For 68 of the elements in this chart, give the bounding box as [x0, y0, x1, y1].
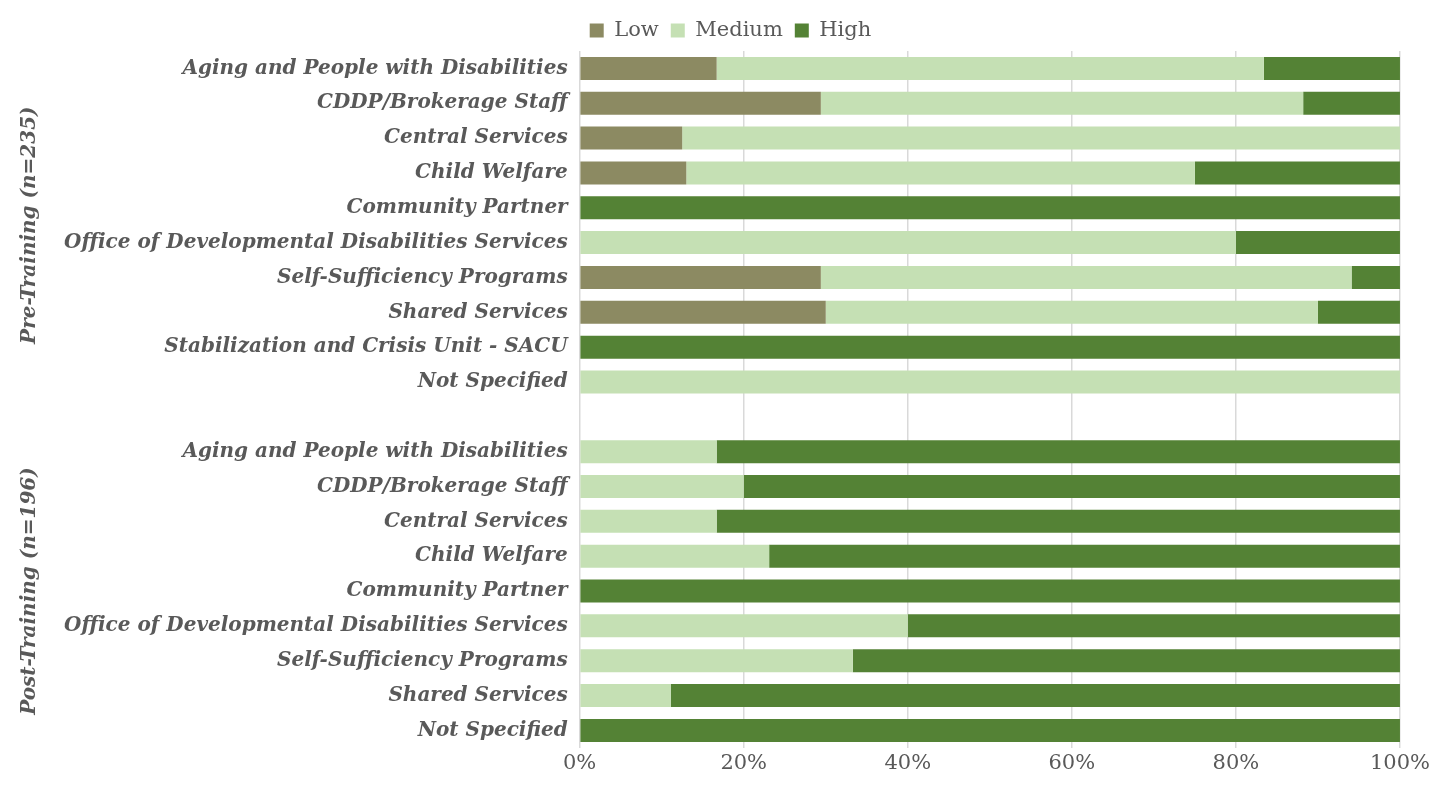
x-tick-label: 80% — [1212, 749, 1260, 774]
y-tick-label: Aging and People with Disabilities — [180, 437, 568, 462]
bar — [1303, 91, 1400, 115]
text: Post-Training (n=196) — [16, 467, 41, 716]
y-tick-label: CDDP/Brokerage Staff — [316, 472, 572, 497]
bar — [670, 684, 1400, 708]
bar — [716, 509, 1400, 533]
x-tick-label: 20% — [720, 749, 768, 774]
bar — [580, 335, 1400, 359]
bar — [580, 300, 826, 324]
y-tick-label: Stabilization and Crisis Unit - SACU — [164, 333, 570, 358]
x-tick-label: 100% — [1369, 749, 1431, 774]
bar — [580, 475, 744, 498]
bar — [580, 509, 717, 533]
y-tick-label: Community Partner — [346, 193, 570, 218]
bar — [743, 475, 1400, 498]
bar — [580, 56, 717, 80]
bar — [580, 614, 908, 638]
y-tick-label: Office of Developmental Disabilities Services — [63, 228, 568, 253]
y-tick-label: Central Services — [384, 507, 568, 532]
bar — [1351, 265, 1400, 289]
bar — [580, 684, 671, 708]
legend-label: High — [819, 16, 872, 41]
bar — [580, 126, 683, 150]
bar — [580, 196, 1400, 220]
y-tick-label: Not Specified — [416, 716, 568, 741]
bar — [1317, 300, 1400, 324]
bar — [580, 91, 821, 115]
bar — [580, 370, 1400, 394]
y-tick-label: Shared Services — [388, 298, 568, 323]
y-tick-label: Self-Sufficiency Programs — [276, 263, 568, 288]
y-tick-label: Child Welfare — [415, 542, 568, 567]
bar — [1194, 161, 1400, 185]
x-tick-label: 40% — [884, 749, 932, 774]
bar — [580, 544, 770, 568]
y-tick-label: Central Services — [384, 124, 568, 149]
bar — [1235, 231, 1400, 255]
x-tick-label: 0% — [563, 749, 597, 774]
y-tick-label: Aging and People with Disabilities — [180, 54, 568, 79]
y-tick-label: Community Partner — [346, 577, 570, 602]
bar — [716, 56, 1264, 80]
y-tick-label: Not Specified — [416, 368, 568, 393]
bar — [769, 544, 1400, 568]
bar — [820, 265, 1352, 289]
bar — [580, 161, 687, 185]
bar — [716, 440, 1400, 464]
y-tick-label: Shared Services — [388, 681, 568, 706]
bar — [580, 231, 1236, 255]
y-tick-label: CDDP/Brokerage Staff — [316, 89, 572, 114]
bar — [907, 614, 1400, 638]
legend-label: Medium — [695, 16, 783, 41]
x-tick-label: 60% — [1048, 749, 1096, 774]
y-tick-label: Self-Sufficiency Programs — [276, 646, 568, 671]
text: Pre-Training (n=235) — [16, 106, 41, 345]
bar — [580, 579, 1400, 603]
bar — [686, 161, 1195, 185]
bar — [580, 649, 853, 673]
bar — [820, 91, 1304, 115]
bar — [825, 300, 1318, 324]
bar — [852, 649, 1400, 673]
bar — [580, 718, 1400, 742]
bar — [580, 265, 821, 289]
bar — [1263, 56, 1400, 80]
y-tick-label: Child Welfare — [415, 159, 568, 184]
y-tick-label: Office of Developmental Disabilities Services — [63, 612, 568, 637]
legend-label: Low — [614, 16, 659, 41]
bar — [682, 126, 1400, 150]
bar — [580, 440, 717, 464]
